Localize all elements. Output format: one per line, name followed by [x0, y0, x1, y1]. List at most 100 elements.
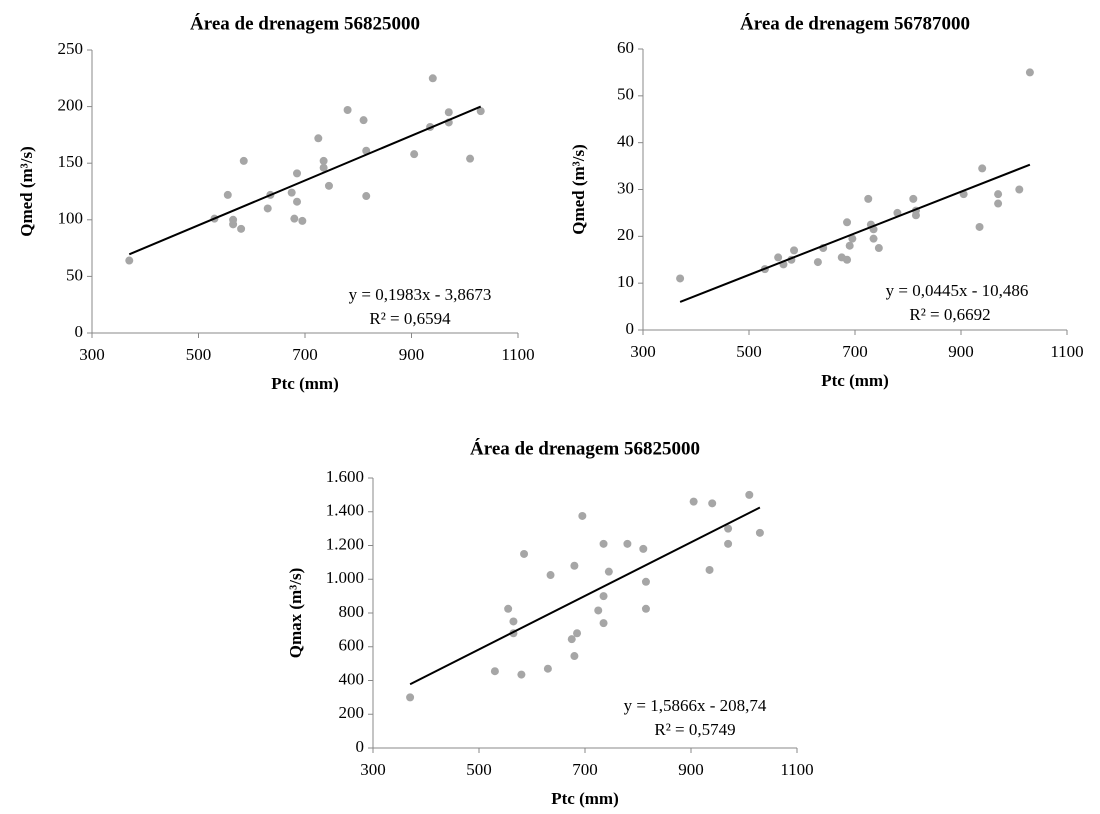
x-tick-label: 1100: [1050, 342, 1083, 361]
point: [641, 577, 650, 586]
point: [406, 693, 415, 702]
point: [845, 241, 854, 250]
x-tick-label: 500: [466, 760, 492, 779]
x-axis-label: Ptc (mm): [551, 789, 619, 808]
y-tick-label: 150: [58, 152, 84, 171]
point: [774, 253, 783, 262]
point: [319, 163, 328, 172]
point: [343, 105, 352, 114]
trend-line: [679, 163, 1031, 303]
point: [466, 154, 475, 163]
point: [599, 539, 608, 548]
y-tick-label: 800: [339, 602, 365, 621]
point: [994, 199, 1003, 208]
point: [125, 256, 134, 265]
trend-line: [409, 506, 761, 686]
y-axis-label: Qmed (m³/s): [569, 144, 588, 235]
point: [293, 197, 302, 206]
point: [520, 549, 529, 558]
point: [428, 74, 437, 83]
point: [755, 528, 764, 537]
point: [843, 255, 852, 264]
point: [504, 604, 513, 613]
point: [324, 181, 333, 190]
x-tick-label: 300: [360, 760, 386, 779]
x-tick-label: 300: [79, 345, 105, 364]
point: [909, 194, 918, 203]
x-tick-label: 500: [186, 345, 212, 364]
point: [843, 218, 852, 227]
x-axis-label: Ptc (mm): [271, 374, 339, 393]
y-tick-label: 50: [66, 265, 83, 284]
equation: y = 0,0445x - 10,486: [886, 281, 1029, 300]
point: [546, 571, 555, 580]
point: [362, 146, 371, 155]
r-squared: R² = 0,6692: [909, 305, 990, 324]
point: [869, 234, 878, 243]
y-tick-label: 200: [58, 96, 84, 115]
point: [599, 592, 608, 601]
y-tick-label: 1.400: [326, 501, 364, 520]
point: [490, 667, 499, 676]
y-tick-label: 100: [58, 209, 84, 228]
point: [604, 567, 613, 576]
point: [509, 617, 518, 626]
point: [978, 164, 987, 173]
point: [705, 565, 714, 574]
point: [567, 635, 576, 644]
point: [410, 150, 419, 159]
point: [639, 544, 648, 553]
point: [864, 194, 873, 203]
point: [689, 497, 698, 506]
x-tick-label: 700: [572, 760, 598, 779]
y-tick-label: 30: [617, 178, 634, 197]
y-tick-label: 600: [339, 636, 365, 655]
x-tick-label: 700: [292, 345, 318, 364]
point: [223, 190, 232, 199]
y-tick-label: 20: [617, 225, 634, 244]
point: [319, 156, 328, 165]
point: [724, 524, 733, 533]
y-tick-label: 1.200: [326, 534, 364, 553]
point: [790, 246, 799, 255]
point: [676, 274, 685, 283]
y-tick-label: 250: [58, 39, 84, 58]
point: [237, 224, 246, 233]
y-tick-label: 60: [617, 38, 634, 57]
point: [599, 619, 608, 628]
point: [874, 244, 883, 253]
point: [543, 664, 552, 673]
y-tick-label: 0: [356, 737, 365, 756]
chart-title: Área de drenagem 56825000: [190, 12, 420, 34]
point: [359, 116, 368, 125]
point: [813, 258, 822, 267]
point: [848, 234, 857, 243]
r-squared: R² = 0,5749: [654, 720, 735, 739]
x-tick-label: 900: [678, 760, 704, 779]
point: [708, 499, 717, 508]
y-tick-label: 1.600: [326, 467, 364, 486]
y-tick-label: 1.000: [326, 568, 364, 587]
point: [314, 134, 323, 143]
x-tick-label: 500: [736, 342, 762, 361]
x-tick-label: 900: [948, 342, 974, 361]
y-axis-label: Qmed (m³/s): [17, 146, 36, 237]
point: [1025, 68, 1034, 77]
x-tick-label: 300: [630, 342, 656, 361]
y-tick-label: 50: [617, 85, 634, 104]
point: [1015, 185, 1024, 194]
y-tick-label: 10: [617, 272, 634, 291]
point: [293, 169, 302, 178]
point: [745, 490, 754, 499]
point: [570, 561, 579, 570]
point: [263, 204, 272, 213]
x-tick-label: 700: [842, 342, 868, 361]
point: [298, 216, 307, 225]
point: [594, 606, 603, 615]
r-squared: R² = 0,6594: [369, 309, 451, 328]
point: [570, 652, 579, 661]
point: [287, 188, 296, 197]
point: [362, 192, 371, 201]
